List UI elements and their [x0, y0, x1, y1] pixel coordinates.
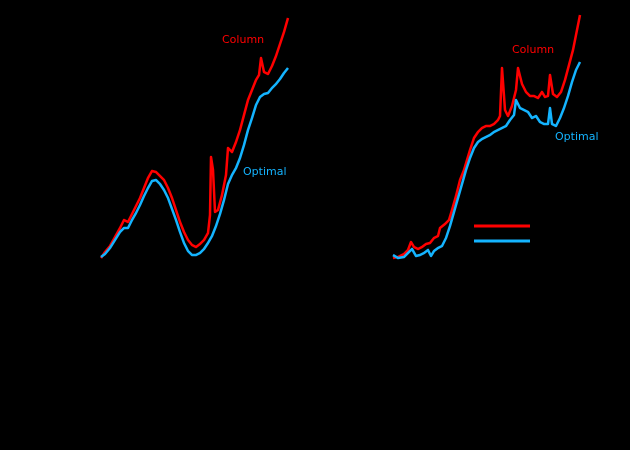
left-optimal-series-line [100, 67, 289, 258]
left-column-annotation: Column [222, 33, 265, 46]
right-plot [392, 14, 582, 260]
right-column-series-line [392, 14, 582, 260]
left-optimal-annotation: Optimal [243, 165, 287, 178]
right-optimal-annotation: Optimal [555, 130, 599, 143]
right-column-annotation: Column [512, 43, 555, 56]
left-plot [99, 17, 290, 259]
left-column-series-line [99, 17, 290, 259]
right-optimal-series-line [392, 61, 582, 260]
right-legend [474, 224, 530, 243]
